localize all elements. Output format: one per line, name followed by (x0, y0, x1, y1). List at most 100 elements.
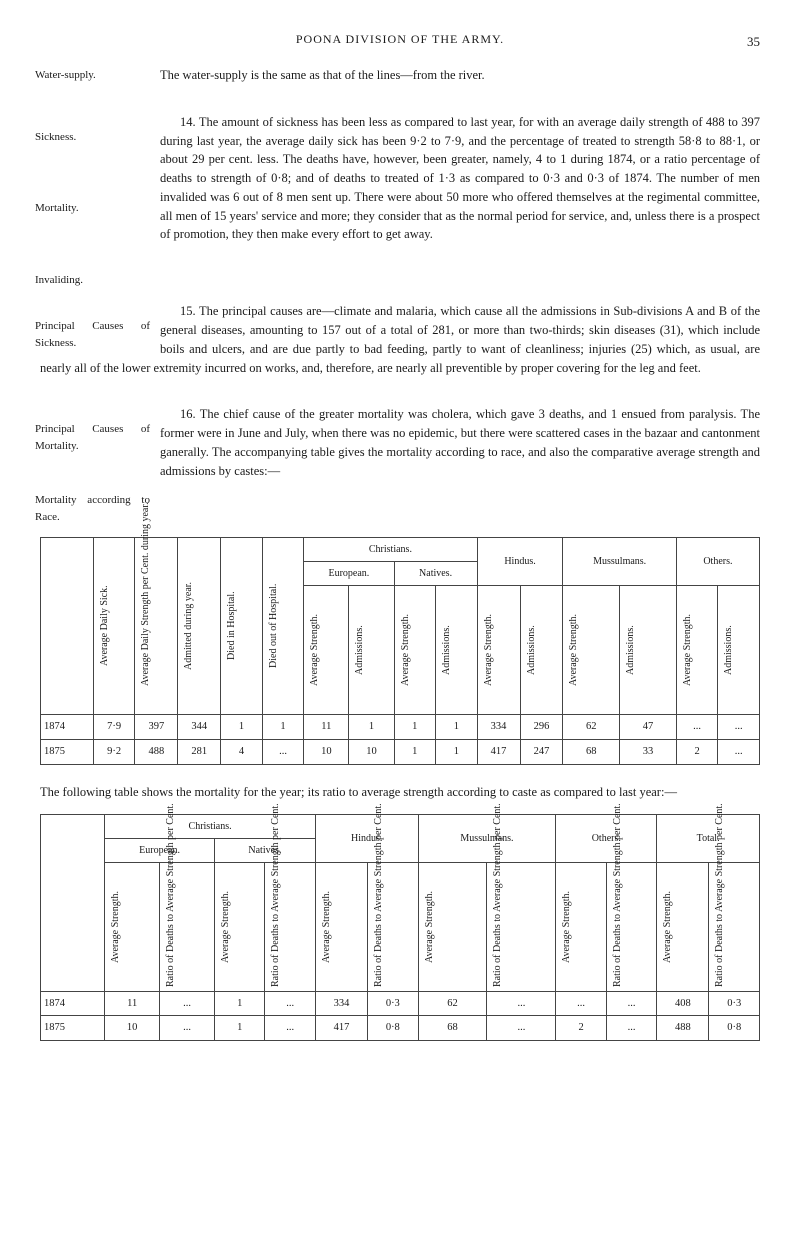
running-title: POONA DIVISION OF THE ARMY. (40, 30, 760, 48)
t2-r0-mus-rat: ... (487, 991, 556, 1016)
t2-oth-str: Average Strength. (559, 867, 574, 987)
running-header: POONA DIVISION OF THE ARMY. 35 (40, 30, 760, 48)
margin-principal-sickness: Principal Causes of Sickness. (35, 318, 150, 351)
t2-oth-rat: Ratio of Deaths to Average Strength per … (610, 867, 625, 987)
t1-h-natives: Natives. (394, 562, 477, 586)
t2-r1-eur-str: 10 (105, 1016, 160, 1041)
para14-text: The amount of sickness has been less as … (160, 115, 760, 242)
margin-mortality: Mortality. (35, 200, 150, 217)
t2-r0-oth-rat: ... (606, 991, 656, 1016)
t1-r1-mus-str: 68 (563, 740, 620, 765)
t1-r0-oth-adm: ... (718, 715, 760, 740)
t1-r0-nat-str: 1 (394, 715, 436, 740)
table-row: 1874 7·9 397 344 1 1 11 1 1 1 334 296 62… (41, 715, 760, 740)
t1-h-mussulmans: Mussulmans. (563, 538, 676, 586)
t1-h-christians: Christians. (304, 538, 477, 562)
para15-num: 15. (180, 304, 196, 318)
t1-r0-eur-adm: 1 (349, 715, 394, 740)
t1-r1-hin-adm: 247 (520, 740, 563, 765)
para16-text: The chief cause of the greater mortality… (160, 407, 760, 477)
t2-nat-rat: Ratio of Deaths to Average Strength per … (268, 867, 283, 987)
t2-r0-nat-str: 1 (214, 991, 264, 1016)
para16-num: 16. (180, 407, 196, 421)
t1-r0-c3: 344 (178, 715, 221, 740)
table-row: 1875 10 ... 1 ... 417 0·8 68 ... 2 ... 4… (41, 1016, 760, 1041)
t1-r0-eur-str: 11 (304, 715, 349, 740)
t2-r1-tot-str: 488 (657, 1016, 709, 1041)
t1-r1-eur-adm: 10 (349, 740, 394, 765)
t2-r1-oth-rat: ... (606, 1016, 656, 1041)
t1-h-others: Others. (676, 538, 759, 586)
t1-r0-c5: 1 (262, 715, 304, 740)
t2-r1-hin-rat: 0·8 (368, 1016, 418, 1041)
t1-r0-hin-str: 334 (477, 715, 520, 740)
t2-r1-hin-str: 417 (315, 1016, 367, 1041)
t2-r1-nat-rat: ... (265, 1016, 315, 1041)
page-number: 35 (747, 32, 760, 52)
t1-h-hindus: Hindus. (477, 538, 563, 586)
t1-hin-adm: Admissions. (524, 590, 539, 710)
table-row: 1874 11 ... 1 ... 334 0·3 62 ... ... ...… (41, 991, 760, 1016)
paragraph-14: Sickness. Mortality. Invaliding. 14. The… (40, 113, 760, 244)
table-mortality-ratio: Christians. Hindus. Mussulmans. Others. … (40, 814, 760, 1042)
paragraph-water-supply: Water-supply. The water-supply is the sa… (40, 66, 760, 85)
t2-r0-eur-rat: ... (160, 991, 215, 1016)
t1-h-admitted: Admitted during year. (181, 566, 196, 686)
t1-r0-year: 1874 (41, 715, 94, 740)
between-tables-text: The following table shows the mortality … (40, 783, 760, 802)
t2-r0-mus-str: 62 (418, 991, 487, 1016)
t2-r0-tot-rat: 0·3 (709, 991, 760, 1016)
t1-h-daily-sick: Average Daily Sick. (97, 566, 112, 686)
t1-r1-year: 1875 (41, 740, 94, 765)
t2-r0-nat-rat: ... (265, 991, 315, 1016)
t2-r0-tot-str: 408 (657, 991, 709, 1016)
margin-water-supply: Water-supply. (35, 67, 150, 84)
t2-r0-year: 1874 (41, 991, 105, 1016)
t2-h-others: Others. (556, 814, 657, 862)
t1-r0-c1: 7·9 (93, 715, 135, 740)
t1-nat-str: Average Strength. (398, 590, 413, 710)
t1-h-daily-strength: Average Daily Strength per Cent. during … (138, 566, 153, 686)
t2-r1-mus-rat: ... (487, 1016, 556, 1041)
t2-r1-mus-str: 68 (418, 1016, 487, 1041)
t2-r0-oth-str: ... (556, 991, 606, 1016)
t2-r1-oth-str: 2 (556, 1016, 606, 1041)
t2-h-european: European. (105, 838, 215, 862)
t2-h-natives: Natives. (214, 838, 315, 862)
t1-r1-c5: ... (262, 740, 304, 765)
t2-nat-str: Average Strength. (218, 867, 233, 987)
t1-r1-c4: 4 (221, 740, 263, 765)
t1-r1-c1: 9·2 (93, 740, 135, 765)
para14-num: 14. (180, 115, 196, 129)
t1-nat-adm: Admissions. (439, 590, 454, 710)
t2-h-mussulmans: Mussulmans. (418, 814, 556, 862)
paragraph-15: Principal Causes of Sickness. 15. The pr… (40, 302, 760, 377)
t2-mus-str: Average Strength. (422, 867, 437, 987)
t2-r0-hin-str: 334 (315, 991, 367, 1016)
t2-hin-rat: Ratio of Deaths to Average Strength per … (371, 867, 386, 987)
t2-tot-str: Average Strength. (660, 867, 675, 987)
t1-r0-hin-adm: 296 (520, 715, 563, 740)
t2-h-total: Total. (657, 814, 760, 862)
t2-blank (41, 814, 105, 991)
margin-sickness: Sickness. (35, 129, 150, 146)
margin-principal-mortality: Principal Causes of Mortality. (35, 421, 150, 454)
t1-r1-mus-adm: 33 (620, 740, 677, 765)
t1-r0-oth-str: ... (676, 715, 718, 740)
t1-r0-c2: 397 (135, 715, 178, 740)
paragraph-16: Principal Causes of Mortality. Mortality… (40, 405, 760, 480)
t2-eur-rat: Ratio of Deaths to Average Strength per … (163, 867, 178, 987)
t2-tot-rat: Ratio of Deaths to Average Strength per … (712, 867, 727, 987)
margin-invaliding: Invaliding. (35, 272, 150, 289)
t1-h-died-in: Died in Hospital. (224, 566, 239, 686)
t2-r0-eur-str: 11 (105, 991, 160, 1016)
t1-r0-c4: 1 (221, 715, 263, 740)
t1-r1-oth-str: 2 (676, 740, 718, 765)
t2-eur-str: Average Strength. (108, 867, 123, 987)
t2-mus-rat: Ratio of Deaths to Average Strength per … (490, 867, 505, 987)
t2-r1-year: 1875 (41, 1016, 105, 1041)
t1-r1-c2: 488 (135, 740, 178, 765)
t1-mus-adm: Admissions. (623, 590, 638, 710)
t1-oth-adm: Admissions. (721, 590, 736, 710)
t2-r1-tot-rat: 0·8 (709, 1016, 760, 1041)
